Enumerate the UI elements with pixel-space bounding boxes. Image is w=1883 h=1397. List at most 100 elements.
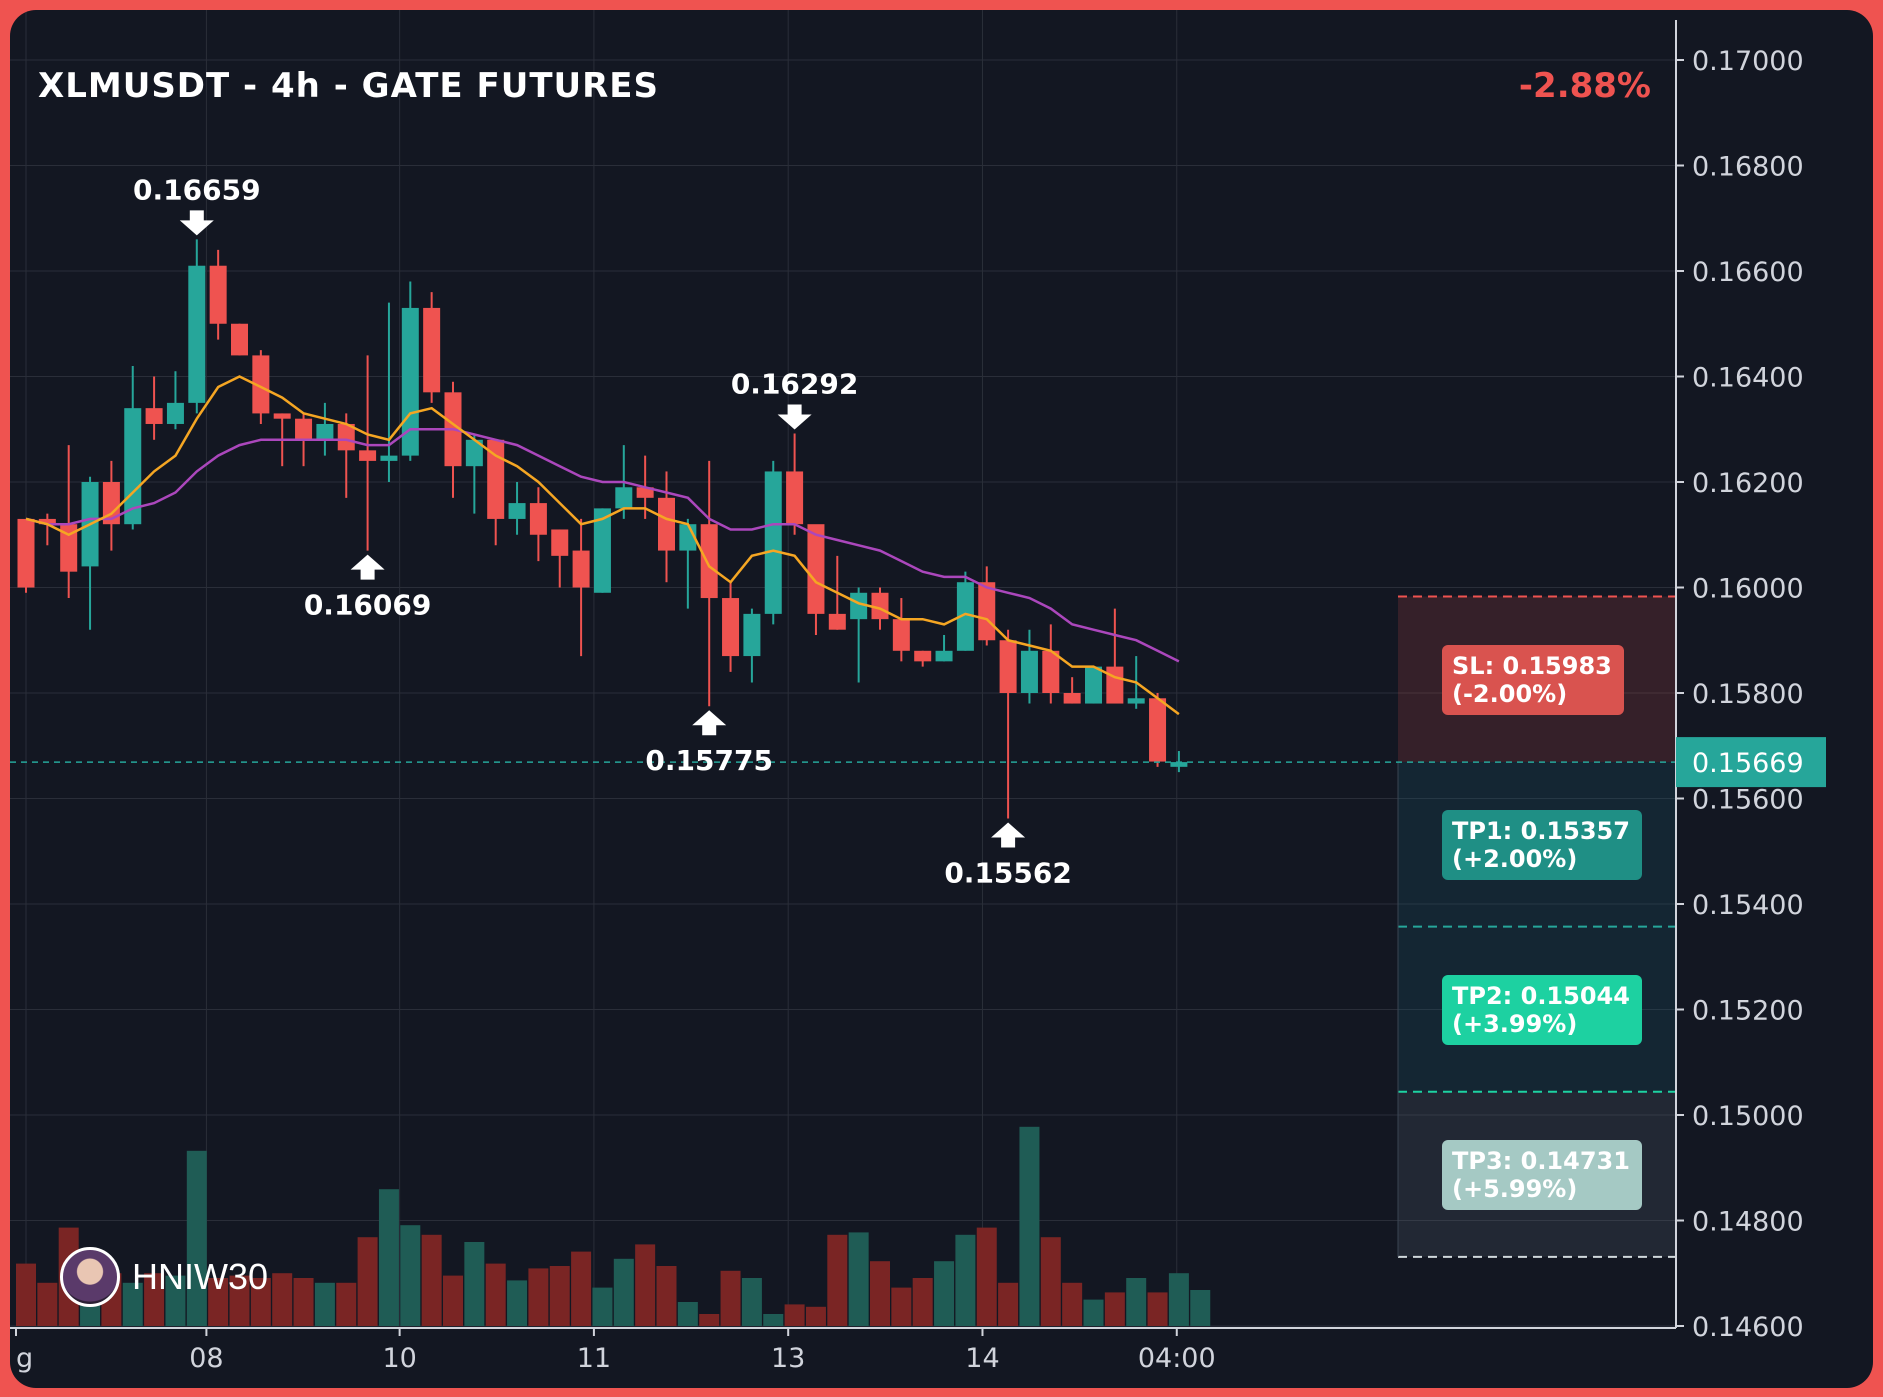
tp3-label-pct: (+5.99%) (1452, 1175, 1577, 1203)
tp2-label-text: TP2: 0.15044 (1452, 982, 1630, 1010)
volume-bar (144, 1273, 165, 1326)
candle-body (188, 265, 206, 403)
volume-bar (1104, 1292, 1125, 1326)
volume-bar (571, 1251, 592, 1326)
candle-body (1085, 666, 1102, 704)
price-tick-label: 0.15800 (1692, 679, 1804, 710)
chart-frame: SL: 0.15983 (-2.00%) TP1: 0.15357 (+2.00%) T… (10, 10, 1873, 1388)
tp2-label-pct: (+3.99%) (1452, 1010, 1577, 1038)
watermark-text: HNIW30 (132, 1256, 269, 1297)
volume-bar (934, 1261, 955, 1326)
volume-bar (122, 1282, 143, 1326)
volume-bar (784, 1304, 805, 1326)
candle-body (999, 640, 1017, 693)
volume-bar (37, 1282, 58, 1326)
volume-bar (592, 1287, 613, 1326)
candle-body (658, 497, 675, 551)
swing-annotation: 0.15562 (944, 822, 1072, 890)
candle-body (529, 503, 547, 535)
candle-body (316, 423, 334, 440)
swing-annotation: 0.16659 (133, 173, 261, 236)
volume-bar (870, 1261, 890, 1326)
swing-high-label: 0.16292 (731, 367, 859, 400)
trade-level-lines (1397, 595, 1676, 1258)
volume-bar (1019, 1126, 1040, 1326)
candle-body (380, 455, 398, 461)
volume-bar (229, 1275, 250, 1326)
tp2-label: TP2: 0.15044(+3.99%) (1442, 975, 1642, 1045)
candle-body (572, 550, 590, 588)
tp1-label: TP1: 0.15357(+2.00%) (1442, 810, 1642, 880)
candle-body (145, 408, 163, 424)
volume-bar (656, 1266, 677, 1326)
volume-bar (336, 1282, 357, 1326)
price-tick-label: 0.17000 (1692, 46, 1804, 77)
candle-body (892, 619, 910, 651)
volume-bar (891, 1287, 912, 1326)
candle-body (508, 503, 526, 519)
ema-fast-line (25, 375, 1180, 716)
volume-bar (378, 1189, 399, 1326)
volume-bar (165, 1275, 186, 1326)
candles (17, 239, 1188, 819)
price-tick-label: 0.15400 (1692, 890, 1804, 921)
volume-bar (443, 1275, 463, 1326)
candle-body (337, 423, 355, 451)
volume-bar (613, 1258, 634, 1326)
price-tick-label: 0.14600 (1692, 1312, 1804, 1343)
volume-bar (827, 1234, 848, 1326)
candle-body (935, 650, 953, 662)
volume-bar (699, 1314, 720, 1326)
candle-body (1149, 698, 1167, 762)
volume-bar (1147, 1292, 1168, 1326)
sl-label-box (1442, 645, 1624, 715)
volume-bar (998, 1282, 1019, 1326)
candle-body (209, 265, 227, 324)
time-tick-label: 14 (965, 1343, 999, 1374)
price-change: -2.88% (1518, 66, 1651, 106)
time-tick-label: 08 (189, 1343, 223, 1374)
time-tick-label: g (16, 1343, 33, 1374)
price-tick-label: 0.15000 (1692, 1101, 1804, 1132)
volume-bar (464, 1242, 485, 1326)
candle-body (1127, 698, 1145, 704)
price-axis: 0.17000 0.16800 0.16600 0.16400 0.16200 0.160… (1675, 20, 1804, 1343)
volume-bar (16, 1263, 36, 1326)
swing-annotation: 0.16069 (304, 554, 431, 622)
candle-body (1106, 666, 1124, 704)
arrow-up-icon (991, 822, 1026, 848)
ema-slow-line (25, 427, 1180, 663)
volume-bar (507, 1280, 528, 1326)
current-price-text: 0.15669 (1692, 748, 1804, 779)
candle-body (60, 524, 78, 572)
candle-body (956, 582, 974, 651)
tp3-label-box (1442, 1140, 1642, 1210)
swing-low-label: 0.15562 (944, 857, 1072, 890)
candle-body (359, 450, 377, 461)
volume-bar (250, 1278, 271, 1326)
tp1-label-text: TP1: 0.15357 (1452, 817, 1630, 845)
volume-bar (848, 1232, 869, 1326)
candle-body (273, 413, 291, 419)
volume-bar (357, 1237, 378, 1326)
time-axis: g 08 10 11 13 14 04:00 (10, 1327, 1676, 1374)
volume-bar (1040, 1237, 1061, 1326)
candle-body (1020, 650, 1038, 693)
price-chart[interactable]: SL: 0.15983(-2.00%)TP1: 0.15357(+2.00%)T… (10, 10, 1873, 1388)
candle-body (850, 592, 868, 620)
chart-title: XLMUSDT - 4h - GATE FUTURES (38, 66, 660, 106)
candle-body (871, 592, 889, 620)
volume-bar (208, 1278, 229, 1326)
candle-body (1170, 762, 1188, 767)
swing-annotations: 0.16659 0.16069 0.15775 0.16292 0.15562 (133, 173, 1072, 889)
sl-label: SL: 0.15983(-2.00%) (1442, 645, 1624, 715)
price-tick-label: 0.15200 (1692, 996, 1804, 1027)
arrow-down-icon (179, 210, 214, 236)
volume-bar (485, 1263, 506, 1326)
tp1-label-pct: (+2.00%) (1452, 845, 1577, 873)
time-tick-label: 04:00 (1138, 1343, 1216, 1374)
current-price-box (1676, 737, 1826, 788)
volume-bar (635, 1244, 656, 1326)
arrow-down-icon (777, 404, 812, 430)
candle-body (914, 650, 932, 662)
